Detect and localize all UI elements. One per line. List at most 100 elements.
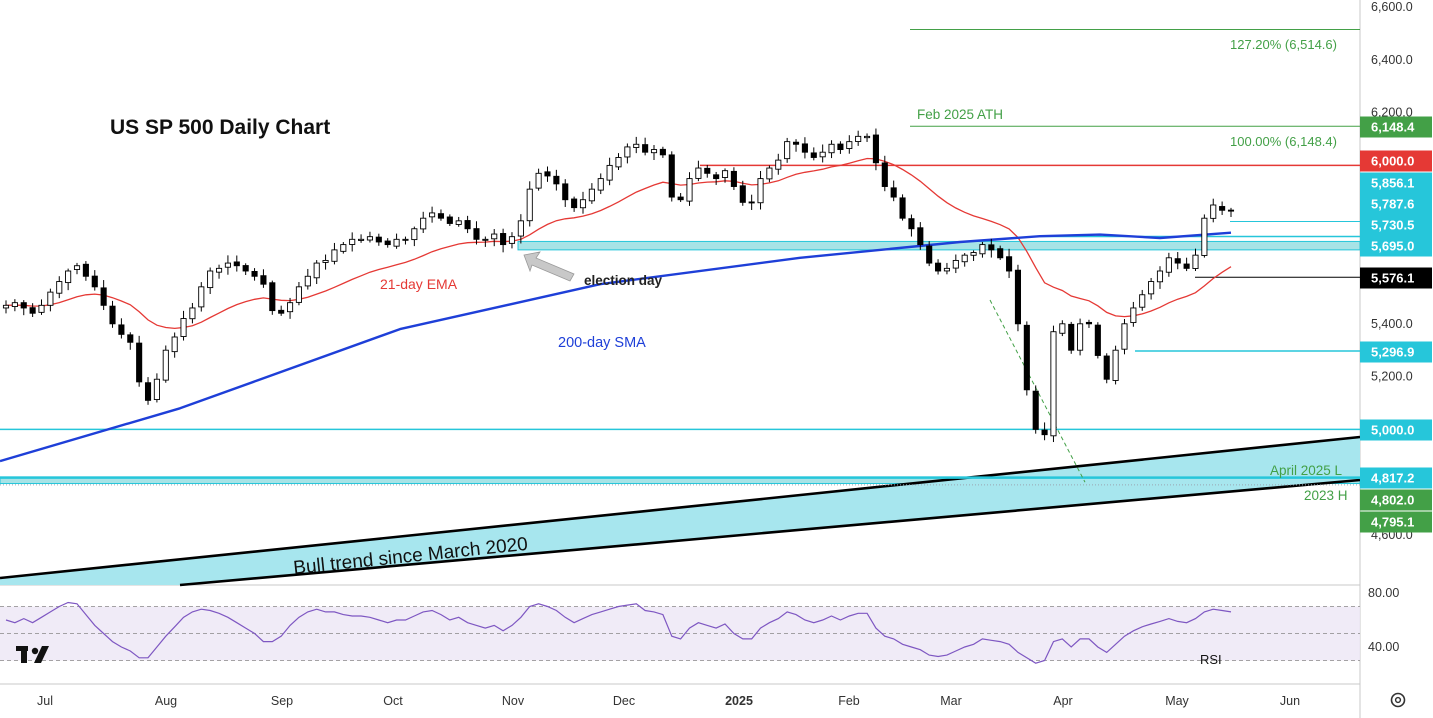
candle [597, 173, 604, 195]
rsi-indicator: RSI [0, 601, 1360, 667]
candle-body [313, 262, 320, 279]
candle-body [1148, 281, 1155, 295]
time-tick-label: Apr [1053, 694, 1072, 708]
candle [1041, 422, 1048, 441]
candle [855, 130, 862, 146]
sma-200-line [0, 231, 1232, 463]
candle-body [180, 318, 187, 337]
election-arrow-icon [523, 251, 575, 282]
candle [1148, 277, 1155, 300]
price-badge-label: 5,576.1 [1371, 271, 1414, 286]
candle-body [544, 171, 551, 177]
price-badge: 6,148.4 [1360, 116, 1432, 138]
candle [650, 145, 658, 160]
candle [295, 282, 302, 306]
time-axis[interactable]: Jul Aug Sep Oct Nov Dec 2025 Feb Mar Apr May Jun [37, 694, 1300, 708]
candle [526, 181, 533, 227]
candle-body [571, 198, 578, 209]
chart-title: US SP 500 Daily Chart [110, 116, 330, 139]
candle [961, 253, 968, 267]
candle [56, 276, 63, 299]
tradingview-logo-icon[interactable] [16, 646, 49, 663]
candle-body [437, 213, 445, 219]
trend-fill-lower [0, 437, 1360, 585]
candle [1068, 321, 1075, 354]
candle-body [713, 174, 720, 180]
candle-body [20, 302, 27, 309]
candles [2, 128, 1235, 443]
candle-body [588, 188, 595, 202]
candle [109, 300, 116, 328]
candle-body [1192, 254, 1199, 269]
candle-body [881, 162, 888, 187]
candle [1112, 345, 1119, 385]
candle [1192, 248, 1199, 272]
candle [1121, 319, 1128, 355]
candle [349, 232, 356, 252]
candle-body [393, 238, 400, 247]
time-tick-label: Feb [838, 694, 860, 708]
candle-body [287, 302, 294, 313]
candle-body [801, 143, 808, 153]
candle [562, 179, 569, 207]
candle [437, 209, 445, 221]
candle-body [127, 334, 134, 343]
candle [766, 165, 773, 183]
candle-body [260, 275, 267, 285]
candle-body [721, 170, 729, 178]
price-badge: 5,730.5 [1360, 214, 1432, 236]
price-badge-bg [1360, 341, 1432, 363]
candle [588, 183, 595, 204]
candle-body [562, 183, 569, 201]
candle-body [11, 302, 18, 307]
candle-body [704, 167, 711, 174]
candle-body [38, 304, 45, 313]
candle-body [295, 286, 302, 303]
price-axis[interactable]: 6,600.06,400.06,200.05,400.05,200.04,600… [1360, 0, 1432, 654]
candle [100, 280, 107, 311]
candle [269, 280, 276, 315]
candle [792, 139, 800, 152]
candle [935, 259, 942, 275]
candle-body [855, 135, 862, 143]
candle-body [1219, 206, 1226, 211]
price-badge-bg [1360, 116, 1432, 138]
april-low-label: April 2025 L [1270, 463, 1343, 478]
candle [659, 146, 666, 158]
candle-body [91, 275, 98, 288]
time-tick-label: Jun [1280, 694, 1300, 708]
candle [322, 254, 329, 270]
candle-body [464, 220, 471, 230]
price-badge-label: 6,000.0 [1371, 154, 1414, 169]
candle-body [597, 178, 604, 191]
candle-body [1006, 256, 1013, 272]
candle [500, 228, 507, 253]
bull-trend-channel [0, 435, 1361, 587]
candle [393, 233, 400, 249]
candle [908, 214, 915, 237]
candle-body [748, 201, 755, 204]
candle-body [970, 252, 977, 256]
candle-body [1174, 258, 1181, 264]
candle-body [242, 265, 249, 272]
settings-gear-icon[interactable] [1390, 692, 1406, 708]
candle [491, 229, 498, 247]
candle-body [988, 244, 995, 251]
candle [535, 168, 542, 191]
candle [615, 153, 622, 171]
price-badge-label: 5,000.0 [1371, 423, 1414, 438]
candle [464, 215, 471, 234]
time-tick-label: May [1165, 694, 1189, 708]
candle-body [766, 167, 773, 180]
candle-body [526, 188, 533, 222]
time-tick-label: Dec [613, 694, 635, 708]
candle-body [615, 157, 622, 168]
candle [473, 221, 480, 245]
candle-body [198, 286, 205, 308]
candle-body [331, 249, 338, 262]
price-badge: 4,817.2 [1360, 467, 1432, 489]
candle-body [659, 148, 666, 156]
candle-body [517, 220, 524, 237]
candle [224, 255, 231, 275]
candle [1094, 322, 1101, 359]
